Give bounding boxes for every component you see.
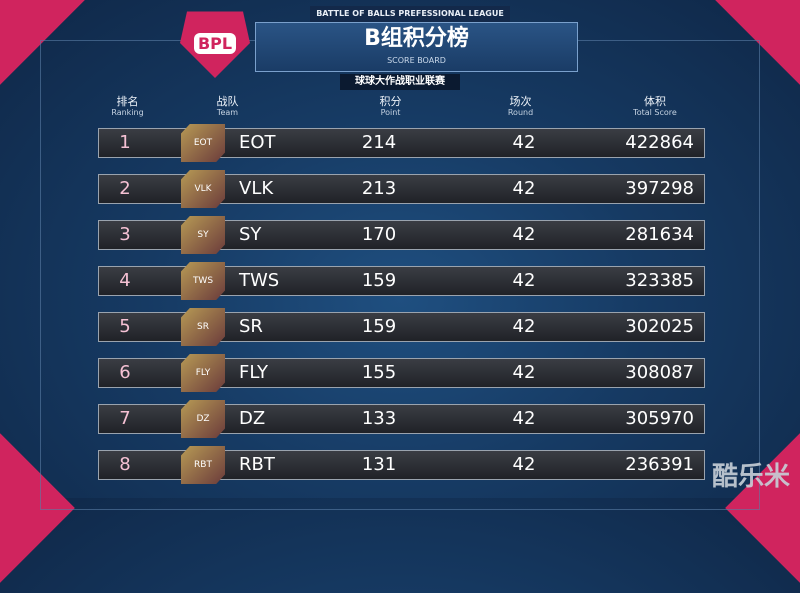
point: 159 bbox=[361, 316, 397, 337]
watermark: 酷乐米 bbox=[712, 462, 791, 492]
league-tag: 球球大作战职业联赛 bbox=[340, 74, 460, 90]
team-name: SY bbox=[239, 224, 262, 245]
point: 131 bbox=[361, 454, 397, 475]
col-round: 场次 Round bbox=[507, 95, 534, 118]
total-score: 281634 bbox=[625, 224, 694, 245]
total-score: 422864 bbox=[625, 132, 694, 153]
point: 214 bbox=[361, 132, 397, 153]
team-logo-icon: EOT bbox=[181, 124, 225, 162]
rank: 8 bbox=[119, 454, 131, 475]
col-ranking: 排名 Ranking bbox=[111, 95, 144, 118]
team-logo-icon: TWS bbox=[181, 262, 225, 300]
total-score: 236391 bbox=[625, 454, 694, 475]
round: 42 bbox=[512, 224, 536, 245]
total-score: 397298 bbox=[625, 178, 694, 199]
col-total-score: 体积 Total Score bbox=[633, 95, 677, 118]
point: 133 bbox=[361, 408, 397, 429]
round: 42 bbox=[512, 408, 536, 429]
point: 155 bbox=[361, 362, 397, 383]
table-row: 1 EOT EOT 214 42 422864 bbox=[98, 124, 705, 162]
rank: 4 bbox=[119, 270, 131, 291]
team-name: EOT bbox=[239, 132, 276, 153]
table-row: 4 TWS TWS 159 42 323385 bbox=[98, 262, 705, 300]
rank: 5 bbox=[119, 316, 131, 337]
point: 159 bbox=[361, 270, 397, 291]
page-title: B组积分榜 bbox=[364, 26, 469, 51]
table-row: 3 SY SY 170 42 281634 bbox=[98, 216, 705, 254]
round: 42 bbox=[512, 454, 536, 475]
round: 42 bbox=[512, 132, 536, 153]
rank: 6 bbox=[119, 362, 131, 383]
total-score: 308087 bbox=[625, 362, 694, 383]
team-name: TWS bbox=[239, 270, 280, 291]
round: 42 bbox=[512, 362, 536, 383]
rank: 7 bbox=[119, 408, 131, 429]
team-name: DZ bbox=[239, 408, 266, 429]
total-score: 302025 bbox=[625, 316, 694, 337]
rank: 3 bbox=[119, 224, 131, 245]
col-point: 积分 Point bbox=[379, 95, 402, 118]
team-logo-icon: VLK bbox=[181, 170, 225, 208]
title-panel bbox=[255, 22, 578, 72]
point: 170 bbox=[361, 224, 397, 245]
rank: 1 bbox=[119, 132, 131, 153]
round: 42 bbox=[512, 178, 536, 199]
league-name: BATTLE OF BALLS PREFESSIONAL LEAGUE bbox=[310, 6, 510, 22]
table-row: 7 DZ DZ 133 42 305970 bbox=[98, 400, 705, 438]
team-name: FLY bbox=[239, 362, 268, 383]
col-team: 战队 Team bbox=[216, 95, 239, 118]
round: 42 bbox=[512, 316, 536, 337]
rank: 2 bbox=[119, 178, 131, 199]
table-row: 5 SR SR 159 42 302025 bbox=[98, 308, 705, 346]
table-row: 2 VLK VLK 213 42 397298 bbox=[98, 170, 705, 208]
round: 42 bbox=[512, 270, 536, 291]
team-logo-icon: SY bbox=[181, 216, 225, 254]
table-row: 8 RBT RBT 131 42 236391 bbox=[98, 446, 705, 484]
team-logo-icon: FLY bbox=[181, 354, 225, 392]
bpl-logo-text: BPL bbox=[193, 32, 237, 54]
team-logo-icon: RBT bbox=[181, 446, 225, 484]
total-score: 323385 bbox=[625, 270, 694, 291]
total-score: 305970 bbox=[625, 408, 694, 429]
team-name: SR bbox=[239, 316, 263, 337]
team-logo-icon: SR bbox=[181, 308, 225, 346]
point: 213 bbox=[361, 178, 397, 199]
team-name: RBT bbox=[239, 454, 275, 475]
team-logo-icon: DZ bbox=[181, 400, 225, 438]
page-subtitle: SCORE BOARD bbox=[387, 56, 446, 65]
team-name: VLK bbox=[239, 178, 274, 199]
table-row: 6 FLY FLY 155 42 308087 bbox=[98, 354, 705, 392]
